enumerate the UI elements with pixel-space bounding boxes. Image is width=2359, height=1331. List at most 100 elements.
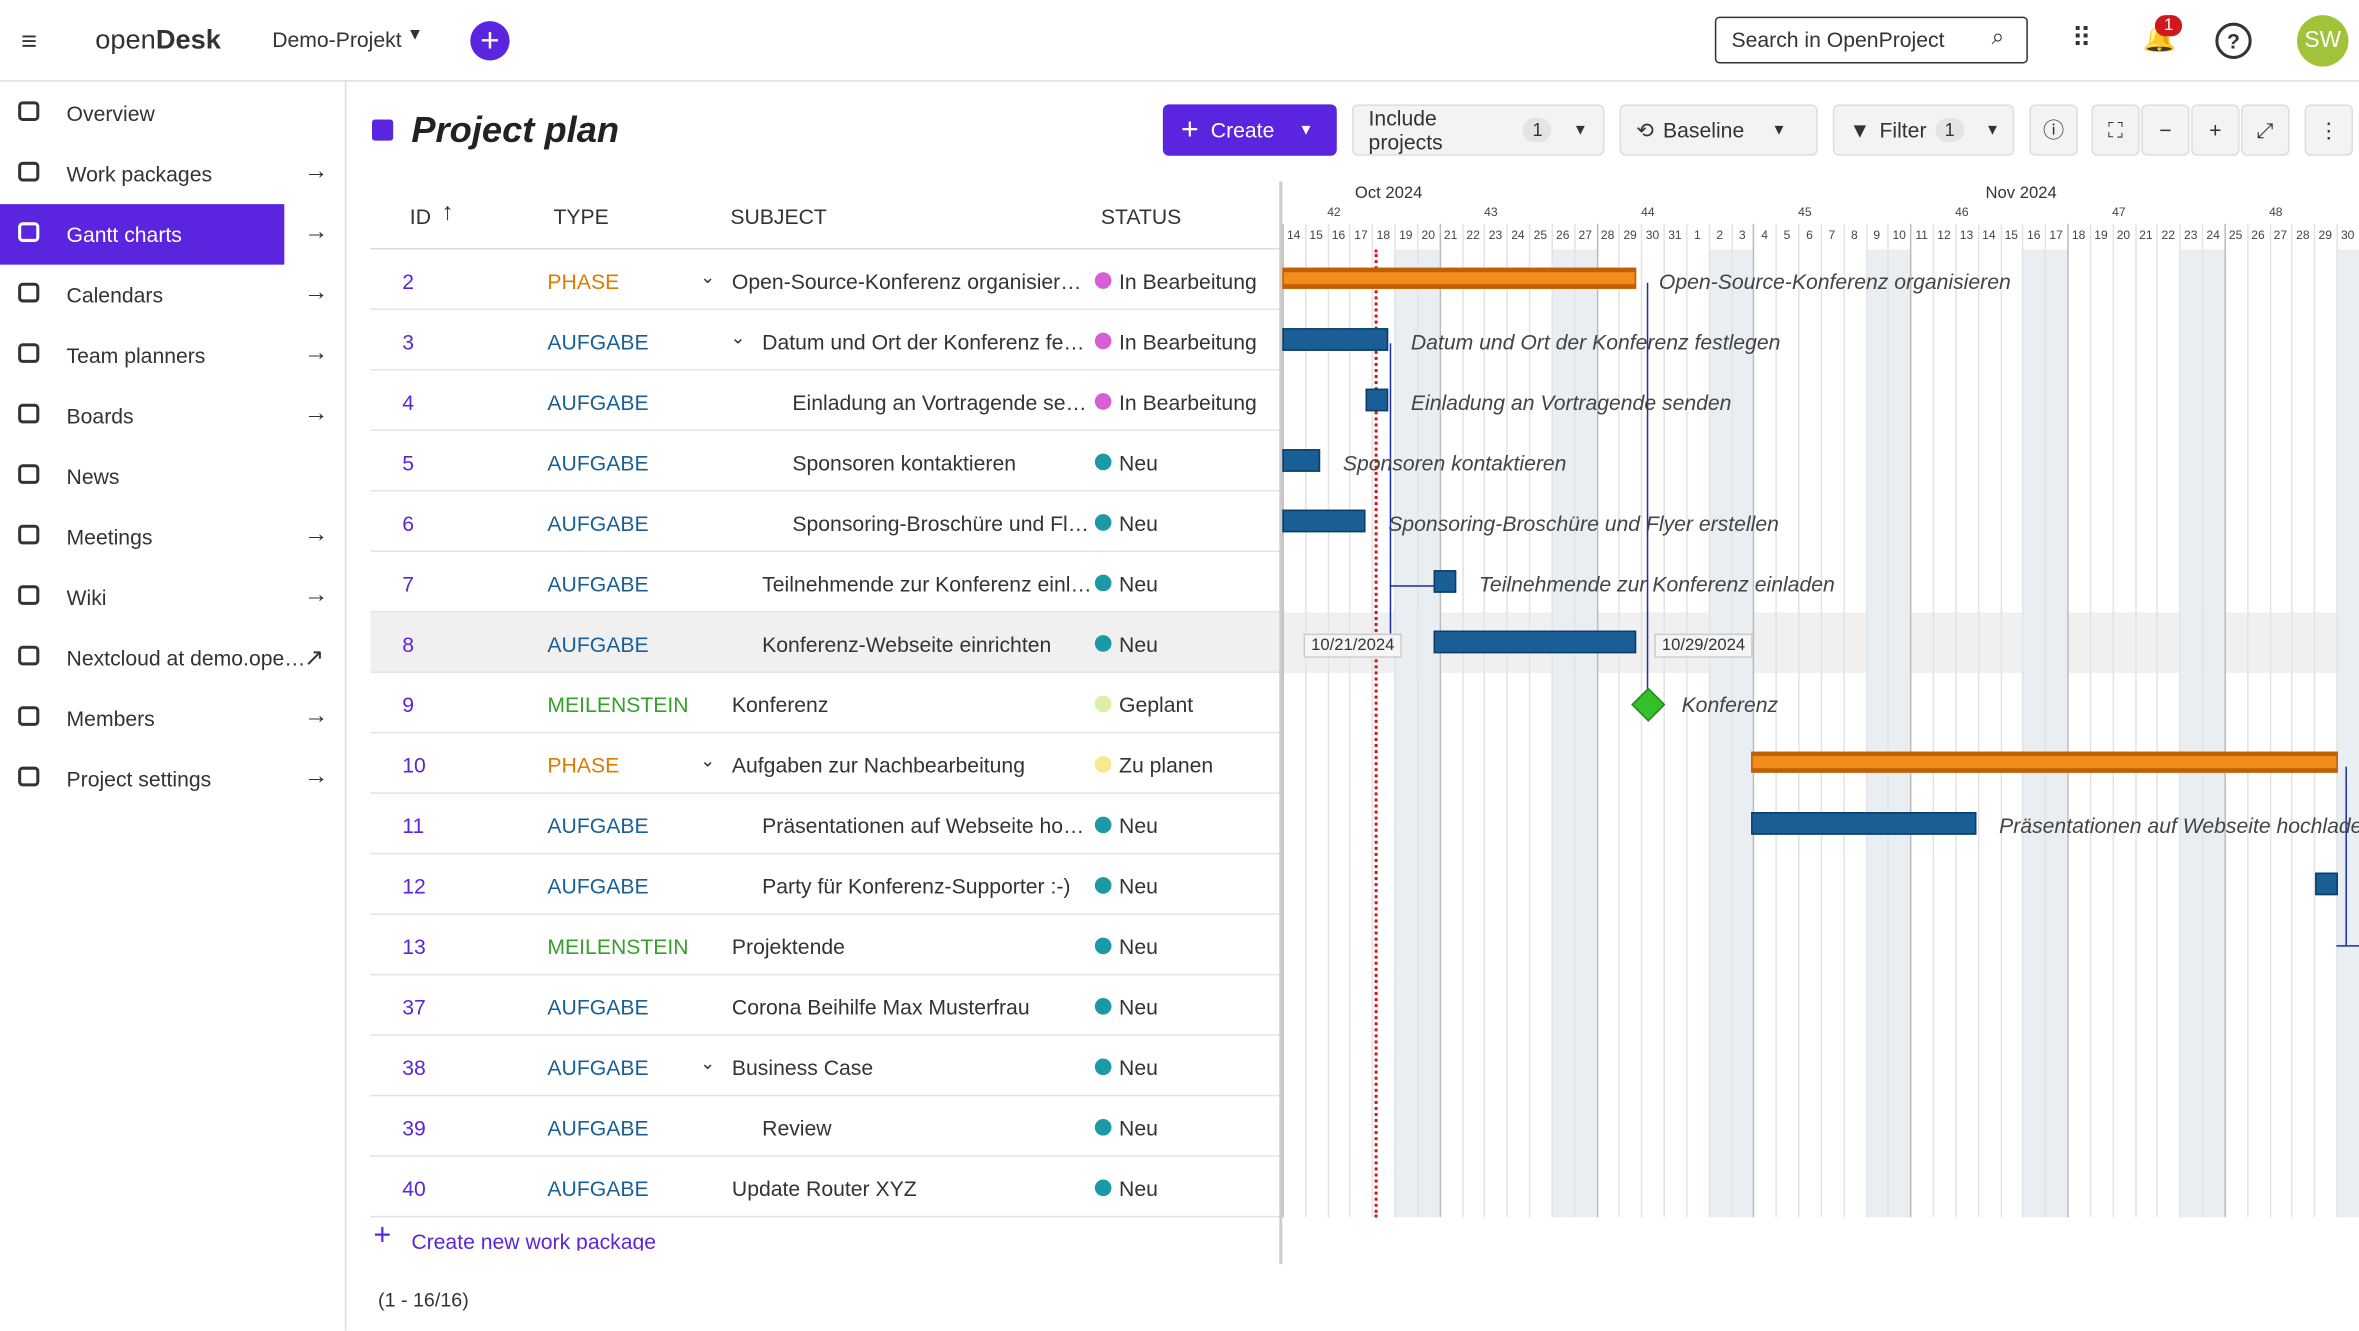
menu-icon[interactable]: ≡ bbox=[21, 25, 38, 56]
work-package-id[interactable]: 39 bbox=[402, 1116, 426, 1141]
row-line bbox=[370, 671, 1281, 673]
work-package-subject[interactable]: Business Case bbox=[731, 1055, 874, 1080]
work-package-subject[interactable]: Projektende bbox=[731, 934, 845, 959]
sidebar-icon bbox=[18, 706, 40, 726]
work-package-id[interactable]: 12 bbox=[402, 874, 426, 899]
work-package-id[interactable]: 40 bbox=[402, 1176, 426, 1201]
work-package-id[interactable]: 7 bbox=[402, 571, 415, 596]
create-new-link[interactable]: Create new work package bbox=[411, 1229, 657, 1251]
save-icon bbox=[372, 119, 394, 141]
day-grid-line bbox=[1887, 223, 1890, 1218]
status-dot bbox=[1094, 937, 1112, 955]
sidebar-icon bbox=[18, 766, 40, 787]
collapse-chevron[interactable]: ⌄ bbox=[730, 326, 746, 348]
work-package-id[interactable]: 5 bbox=[402, 450, 415, 475]
column-header[interactable]: SUBJECT bbox=[730, 204, 827, 229]
filter-icon: ▼ bbox=[1849, 117, 1871, 143]
sidebar-label: Meetings bbox=[66, 524, 153, 549]
work-package-id[interactable]: 11 bbox=[402, 813, 425, 838]
column-header[interactable]: ID bbox=[409, 204, 431, 229]
sidebar-item[interactable]: Members bbox=[0, 688, 284, 748]
sidebar-item[interactable]: Overview bbox=[0, 83, 284, 143]
work-package-id[interactable]: 37 bbox=[402, 995, 426, 1020]
work-package-subject[interactable]: Sponsoren kontaktieren bbox=[792, 450, 1017, 475]
expand-button[interactable]: ⤢ bbox=[2241, 104, 2290, 156]
zoom-in-button[interactable]: + bbox=[2191, 104, 2240, 156]
search-box[interactable]: Search in OpenProject bbox=[1714, 16, 2028, 64]
day-grid-line bbox=[1282, 223, 1284, 1218]
collapse-chevron[interactable]: ⌄ bbox=[700, 266, 716, 288]
sidebar-item[interactable]: Nextcloud at demo.ope… bbox=[0, 628, 305, 688]
work-package-subject[interactable]: Sponsoring-Broschüre und Fl… bbox=[792, 511, 1089, 536]
help-icon[interactable]: ? bbox=[2215, 22, 2252, 59]
row-line bbox=[370, 731, 1281, 734]
day-label: 8 bbox=[1850, 228, 1858, 242]
fullscreen-button[interactable]: ⛶ bbox=[2091, 104, 2140, 156]
task-bar bbox=[1282, 328, 1389, 351]
day-grid-line bbox=[2156, 223, 2159, 1218]
project-select[interactable]: Demo-Projekt bbox=[272, 27, 402, 52]
work-package-type: PHASE bbox=[547, 269, 620, 294]
work-package-id[interactable]: 6 bbox=[402, 511, 415, 536]
zoom-out-button[interactable]: − bbox=[2141, 104, 2190, 156]
include-projects-button[interactable]: Include projects 1 ▼ bbox=[1351, 104, 1605, 156]
work-package-id[interactable]: 10 bbox=[402, 753, 426, 778]
status-dot bbox=[1094, 514, 1112, 531]
work-package-subject[interactable]: Aufgaben zur Nachbearbeitung bbox=[731, 753, 1025, 778]
create-plus: + bbox=[1181, 112, 1199, 146]
sidebar-item[interactable]: Boards bbox=[0, 386, 284, 446]
work-package-subject[interactable]: Einladung an Vortragende se… bbox=[792, 390, 1087, 415]
work-package-subject[interactable]: Corona Beihilfe Max Musterfrau bbox=[731, 995, 1030, 1020]
work-package-subject[interactable]: Teilnehmende zur Konferenz einl… bbox=[762, 571, 1092, 596]
work-package-status: Neu bbox=[1119, 874, 1158, 899]
work-package-subject[interactable]: Konferenz bbox=[731, 692, 829, 717]
work-package-subject[interactable]: Präsentationen auf Webseite ho… bbox=[762, 813, 1085, 838]
add-button[interactable]: + bbox=[470, 21, 510, 61]
sidebar-item[interactable]: Project settings bbox=[0, 749, 284, 809]
work-package-subject[interactable]: Datum und Ort der Konferenz fe… bbox=[762, 329, 1085, 354]
filter-button[interactable]: ▼ Filter 1 ▼ bbox=[1832, 104, 2015, 156]
collapse-chevron[interactable]: ⌄ bbox=[700, 1052, 716, 1074]
work-package-id[interactable]: 2 bbox=[402, 269, 415, 294]
work-package-subject[interactable]: Open-Source-Konferenz organisier… bbox=[731, 269, 1082, 294]
work-package-type: AUFGABE bbox=[547, 571, 649, 596]
sidebar-item[interactable]: Calendars bbox=[0, 265, 284, 325]
column-header[interactable]: TYPE bbox=[553, 204, 609, 229]
avatar[interactable]: SW bbox=[2297, 15, 2349, 67]
day-label: 25 bbox=[1533, 228, 1548, 242]
weekend-column bbox=[2022, 249, 2045, 1218]
sidebar-item[interactable]: Meetings bbox=[0, 507, 284, 567]
column-header[interactable]: STATUS bbox=[1100, 204, 1182, 229]
more-button[interactable]: ⋮ bbox=[2304, 104, 2353, 156]
work-package-id[interactable]: 3 bbox=[402, 329, 415, 354]
work-package-id[interactable]: 8 bbox=[402, 632, 415, 657]
work-package-subject[interactable]: Party für Konferenz-Supporter :-) bbox=[762, 874, 1071, 899]
info-button[interactable]: ⓘ bbox=[2029, 104, 2078, 156]
work-package-id[interactable]: 4 bbox=[402, 390, 415, 415]
caret: ▼ bbox=[1572, 121, 1588, 139]
work-package-subject[interactable]: Konferenz-Webseite einrichten bbox=[762, 632, 1052, 657]
brand[interactable]: openDesk bbox=[95, 24, 221, 56]
apps-icon[interactable]: ⠿ bbox=[2071, 22, 2092, 53]
collapse-chevron[interactable]: ⌄ bbox=[700, 750, 716, 772]
work-package-id[interactable]: 13 bbox=[402, 934, 426, 959]
sidebar-item[interactable]: Gantt charts bbox=[0, 204, 285, 265]
work-package-subject[interactable]: Update Router XYZ bbox=[731, 1176, 917, 1201]
work-package-id[interactable]: 38 bbox=[402, 1055, 426, 1080]
sidebar-item[interactable]: Work packages bbox=[0, 144, 284, 204]
work-package-subject[interactable]: Review bbox=[762, 1116, 832, 1141]
week-label: 45 bbox=[1798, 205, 1812, 220]
create-button[interactable]: + Create ▼ bbox=[1162, 104, 1337, 156]
baseline-button[interactable]: ⟲ Baseline ▼ bbox=[1619, 104, 1818, 156]
sidebar-item[interactable]: Team planners bbox=[0, 325, 284, 385]
weekend-column bbox=[1416, 249, 1440, 1218]
sidebar-item[interactable]: Wiki bbox=[0, 567, 284, 627]
work-package-status: Neu bbox=[1119, 813, 1158, 838]
row-line bbox=[370, 489, 1281, 492]
create-new-plus[interactable]: + bbox=[373, 1218, 392, 1253]
day-grid-line bbox=[1439, 223, 1441, 1218]
sidebar-arrow: → bbox=[303, 763, 329, 790]
sidebar-item[interactable]: News bbox=[0, 446, 284, 506]
work-package-id[interactable]: 9 bbox=[402, 692, 415, 717]
